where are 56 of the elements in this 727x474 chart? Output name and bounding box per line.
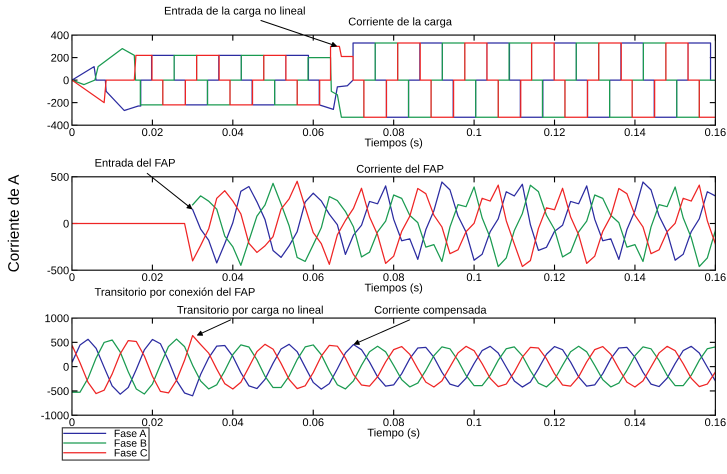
y-tick-label: -400 [47,121,69,130]
x-tick-label: 0.04 [222,418,244,426]
x-tick-label: 0.14 [624,273,646,282]
x-tick-label: 0.1 [466,128,482,136]
text: Transitorio por conexión del FAP [94,288,255,298]
x-tick-label: 0.06 [302,128,324,136]
x-tick-label: 0.14 [624,418,646,426]
x-axis-title: Tiempos (s) [364,138,422,149]
x-tick-label: 0.08 [383,128,404,136]
x-tick-label: 0.06 [302,273,324,282]
x-tick-label: 0 [69,418,75,426]
x-tick-label: 0.1 [466,418,482,426]
x-tick-label: 0 [69,273,75,282]
annotation: Entrada del FAP [95,158,175,167]
line-series [72,42,716,118]
x-tick-label: 0.12 [544,128,565,136]
x-tick-label: 0.06 [302,418,324,426]
line-series [72,180,716,268]
x-tick-label: 0.12 [544,418,565,426]
y-axis-title: Corriente de A [8,174,19,272]
x-tick-label: 0.16 [704,273,726,282]
y-tick-label: 400 [50,31,69,40]
legend-label: Fase A [114,430,146,438]
x-tick-label: 0.14 [624,128,646,136]
text: Corriente del FAP [356,164,444,173]
y-tick-label: 0 [63,362,69,371]
y-tick-label: -500 [47,266,69,274]
legend-label: Fase C [114,449,148,456]
x-axis-title: Tiempos (s) [364,283,422,294]
y-tick-label: 500 [51,338,69,346]
legend-label: Fase B [114,440,146,447]
x-tick-label: 0.04 [222,273,244,282]
x-tick-label: 0.16 [704,418,726,426]
y-tick-label: 0 [63,76,69,84]
x-tick-label: 0.02 [142,273,163,282]
x-tick-label: 0.12 [544,273,565,282]
x-tick-label: 0.04 [222,128,244,136]
y-tick-label: 0 [63,220,69,228]
y-tick-label: -1000 [41,411,69,420]
text: Corriente de la carga [348,17,452,28]
x-axis-title: Tiempo (s) [368,428,420,439]
x-tick-label: 0.16 [704,128,726,136]
x-tick-label: 0.02 [142,128,163,136]
y-tick-label: 200 [51,54,69,62]
y-tick-label: -200 [47,98,69,107]
x-tick-label: 0.08 [383,273,404,282]
annotation: Corriente compensada [374,306,487,316]
x-tick-label: 0.1 [466,273,482,282]
y-tick-label: 500 [51,173,69,181]
x-tick-label: 0 [69,128,75,136]
x-tick-label: 0.08 [383,418,404,426]
annotation: Entrada de la carga no lineal [164,6,305,17]
annotation: Transitorio por carga no lineal [177,306,323,316]
y-tick-label: 1000 [45,314,69,322]
x-tick-label: 0.02 [142,418,163,426]
y-tick-label: -500 [47,387,69,396]
